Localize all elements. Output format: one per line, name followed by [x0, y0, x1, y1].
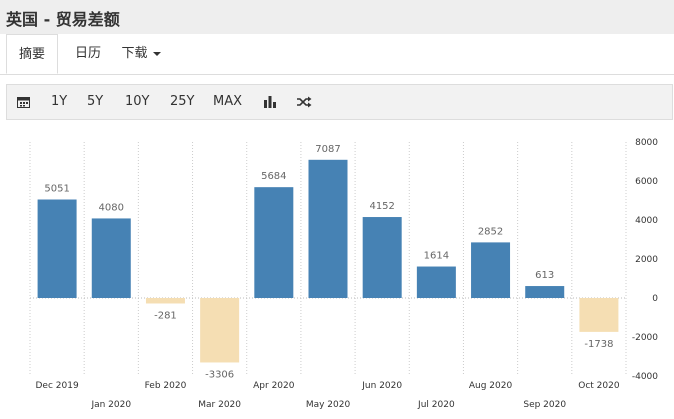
chart-type-button[interactable]: [264, 85, 278, 119]
bar-dec-2019[interactable]: [37, 199, 77, 298]
bar-oct-2020[interactable]: [579, 298, 619, 332]
y-tick-label: 2000: [635, 255, 658, 265]
range-5y-button[interactable]: 5Y: [87, 94, 104, 109]
bar-value-label: 7087: [315, 144, 340, 155]
bar-jul-2020[interactable]: [416, 266, 456, 298]
y-tick-label: 8000: [635, 138, 658, 148]
bar-value-label: 5684: [261, 171, 286, 182]
bar-chart-icon: [264, 95, 276, 108]
y-tick-label: -2000: [632, 333, 658, 343]
tab-summary[interactable]: 摘要: [6, 34, 58, 74]
tab-summary-label: 摘要: [18, 47, 45, 62]
bar-feb-2020[interactable]: [145, 298, 185, 304]
x-tick-label: Jan 2020: [90, 400, 131, 410]
bar-jan-2020[interactable]: [91, 218, 131, 298]
trade-balance-chart: 5051 4080 -281 -3306 5684 7087 4152 1614 2852 613…: [29, 138, 658, 410]
tab-download-label: 下载: [121, 46, 148, 61]
y-tick-label: 4000: [635, 216, 658, 226]
tab-bar: 摘要 日历 下载: [0, 34, 674, 75]
bar-value-label: 5051: [44, 184, 69, 195]
shuffle-icon: [297, 96, 312, 107]
y-tick-label: 6000: [635, 177, 658, 187]
bar-value-label: -281: [154, 310, 177, 321]
x-tick-label: Mar 2020: [198, 400, 241, 410]
x-tick-label: Apr 2020: [253, 381, 295, 391]
bar-aug-2020[interactable]: [471, 242, 511, 298]
calendar-icon: [17, 96, 30, 108]
range-10y-button[interactable]: 10Y: [125, 94, 150, 109]
tab-calendar-label: 日历: [74, 46, 101, 61]
bar-value-label: -1738: [584, 339, 613, 350]
range-max-button[interactable]: MAX: [213, 94, 243, 109]
tab-calendar[interactable]: 日历: [68, 34, 108, 74]
bar-mar-2020[interactable]: [200, 298, 240, 363]
calendar-button[interactable]: [17, 85, 31, 119]
bar-sep-2020[interactable]: [525, 286, 565, 298]
x-tick-label: Feb 2020: [145, 381, 187, 391]
bar-value-label: 4080: [99, 202, 124, 213]
bar-value-label: 1614: [424, 251, 449, 262]
tab-download[interactable]: 下载: [116, 34, 166, 74]
x-tick-label: Dec 2019: [35, 381, 78, 391]
y-tick-label: -4000: [632, 372, 658, 382]
page-title: 英国 - 贸易差额: [6, 10, 120, 29]
range-25y-button[interactable]: 25Y: [170, 94, 195, 109]
compare-button[interactable]: [297, 85, 313, 119]
bar-jun-2020[interactable]: [362, 217, 402, 298]
bar-value-label: 613: [535, 270, 554, 281]
header-bar: 英国 - 贸易差额: [0, 0, 674, 34]
y-tick-label: 0: [652, 294, 658, 304]
bar-may-2020[interactable]: [308, 159, 348, 298]
bar-value-label: 4152: [369, 201, 394, 212]
x-tick-label: Jun 2020: [361, 381, 402, 391]
bar-value-label: 2852: [478, 226, 503, 237]
x-tick-label: Oct 2020: [578, 381, 620, 391]
x-tick-label: Aug 2020: [469, 381, 513, 391]
x-tick-label: Sep 2020: [523, 400, 566, 410]
x-tick-label: May 2020: [306, 400, 351, 410]
chart-toolbar: 1Y 5Y 10Y 25Y MAX: [6, 84, 673, 120]
bar-apr-2020[interactable]: [254, 187, 294, 298]
chevron-down-icon: [152, 51, 161, 56]
x-tick-label: Jul 2020: [417, 400, 455, 410]
range-1y-button[interactable]: 1Y: [51, 94, 68, 109]
bar-value-label: -3306: [205, 369, 234, 380]
